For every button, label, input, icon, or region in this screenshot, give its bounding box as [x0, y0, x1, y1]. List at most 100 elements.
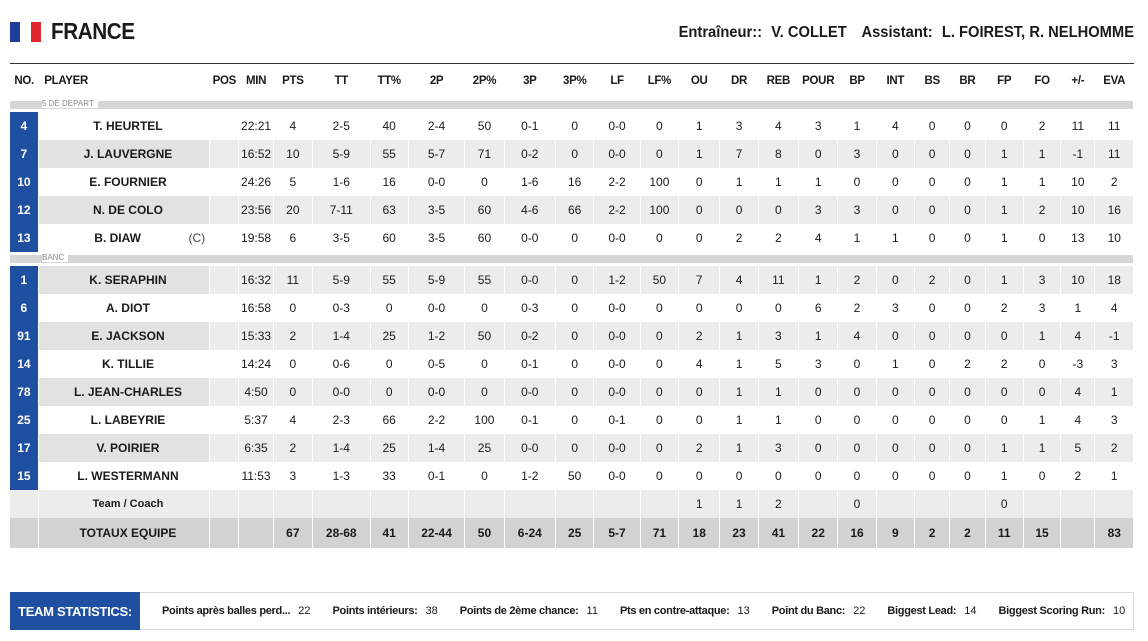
stat-cell: 0: [370, 349, 409, 378]
column-header[interactable]: OU: [678, 63, 720, 98]
player-name-cell[interactable]: T. HEURTEL: [38, 111, 211, 140]
column-header[interactable]: FO: [1023, 63, 1061, 98]
player-name[interactable]: J. LAUVERGNE: [83, 146, 173, 161]
player-name-cell[interactable]: E. JACKSON: [38, 321, 211, 350]
stat-cell: 0: [914, 349, 951, 378]
player-name-cell[interactable]: K. SERAPHIN: [38, 265, 211, 294]
column-header[interactable]: 3P%: [555, 63, 594, 98]
stat-cell: 10: [1060, 195, 1096, 224]
empty-cell: [238, 489, 274, 518]
player-row[interactable]: 78 L. JEAN-CHARLES 4:50 0 0-0 0 0-0 0 0-0 0 0-0 0 0 1…: [10, 377, 1134, 406]
column-header[interactable]: MIN: [238, 63, 274, 98]
column-header[interactable]: PTS: [273, 63, 313, 98]
empty-cell: [10, 489, 39, 518]
player-row[interactable]: 7 J. LAUVERGNE 16:52 10 5-9 55 5-7 71 0-2 0 0-0 0 1 7…: [10, 139, 1134, 168]
player-row[interactable]: 13 B. DIAW (C) 19:58 6 3-5 60 3-5 60 0-0 0 0-0 0 0 2 2 4…: [10, 223, 1134, 252]
player-row[interactable]: 17 V. POIRIER 6:35 2 1-4 25 1-4 25 0-0 0 0-0 0 2 1 3 0 0…: [10, 433, 1134, 462]
column-header[interactable]: BR: [949, 63, 986, 98]
column-header[interactable]: DR: [719, 63, 759, 98]
player-name[interactable]: N. DE COLO: [92, 202, 163, 217]
player-name[interactable]: L. LABEYRIE: [90, 412, 166, 427]
player-row[interactable]: 91 E. JACKSON 15:33 2 1-4 25 1-2 50 0-2 0 0-0 0 2 1 3 1…: [10, 321, 1134, 350]
player-row[interactable]: 15 L. WESTERMANN 11:53 3 1-3 33 0-1 0 1-2 50 0-0 0 0…: [10, 461, 1134, 490]
stat-cell: 2: [678, 433, 721, 462]
player-row[interactable]: 1 K. SERAPHIN 16:32 11 5-9 55 5-9 55 0-0 0 1-2 50 7 4…: [10, 265, 1134, 294]
stat-cell: 0: [273, 377, 314, 406]
player-name[interactable]: E. JACKSON: [91, 328, 165, 343]
player-row[interactable]: 25 L. LABEYRIE 5:37 4 2-3 66 2-2 100 0-1 0 0-1 0 0 1 1…: [10, 405, 1134, 434]
player-name-cell[interactable]: B. DIAW (C): [38, 223, 211, 252]
player-row[interactable]: 12 N. DE COLO 23:56 20 7-11 63 3-5 60 4-6 66 2-2 10…: [10, 195, 1134, 224]
player-row[interactable]: 14 K. TILLIE 14:24 0 0-6 0 0-5 0 0-1 0 0-0 0 4 1 5 3 0 1 0…: [10, 349, 1134, 378]
player-name[interactable]: L. JEAN-CHARLES: [73, 384, 182, 399]
stat-cell: 0: [678, 405, 721, 434]
stat-cell: 50: [464, 321, 505, 350]
column-header[interactable]: REB: [758, 63, 799, 98]
stat-cell: 5-9: [408, 265, 466, 294]
player-name-cell[interactable]: N. DE COLO: [38, 195, 211, 224]
stat-cell: 1: [678, 139, 721, 168]
player-name-cell[interactable]: L. JEAN-CHARLES: [38, 377, 211, 406]
player-name[interactable]: V. POIRIER: [96, 440, 160, 455]
player-name[interactable]: A. DIOT: [105, 300, 150, 315]
stat-cell: 0-0: [312, 377, 371, 406]
stat-cell: 50: [464, 111, 505, 140]
total-cell: 18: [678, 517, 721, 548]
column-header[interactable]: LF: [593, 63, 641, 98]
stat-cell: 1: [719, 433, 759, 462]
column-header[interactable]: 3P: [504, 63, 556, 98]
stat-cell: 4: [678, 349, 721, 378]
column-header[interactable]: POS: [209, 63, 239, 98]
player-name-cell[interactable]: K. TILLIE: [38, 349, 211, 378]
stat-cell: 0: [949, 167, 986, 196]
stat-cell: 2: [985, 293, 1024, 322]
stat-cell: 2: [758, 223, 800, 252]
stat-cell: 0: [464, 349, 505, 378]
total-cell: 22: [798, 517, 839, 548]
stat-cell: 10: [1060, 265, 1096, 294]
stat-cell: 4: [1060, 377, 1096, 406]
stat-cell: 2-2: [408, 405, 466, 434]
column-header[interactable]: EVA: [1094, 63, 1134, 98]
player-name[interactable]: L. WESTERMANN: [77, 468, 179, 483]
stat-cell: 3: [758, 321, 800, 350]
player-name-cell[interactable]: J. LAUVERGNE: [38, 139, 211, 168]
player-name-cell[interactable]: L. WESTERMANN: [38, 461, 211, 490]
column-header[interactable]: 2P: [408, 63, 465, 98]
column-header[interactable]: POUR: [798, 63, 838, 98]
player-name[interactable]: K. TILLIE: [101, 356, 154, 371]
player-row[interactable]: 4 T. HEURTEL 22:21 4 2-5 40 2-4 50 0-1 0 0-0 0 1 3 4 3 1…: [10, 111, 1134, 140]
column-header[interactable]: LF%: [640, 63, 679, 98]
stat-cell: 1: [1023, 405, 1062, 434]
player-name-cell[interactable]: E. FOURNIER: [38, 167, 211, 196]
column-header[interactable]: TT: [312, 63, 370, 98]
player-row[interactable]: 6 A. DIOT 16:58 0 0-3 0 0-0 0 0-3 0 0-0 0 0 0 0 6 2 3 0 0 2 3…: [10, 293, 1134, 322]
stat-cell: 0: [876, 139, 915, 168]
player-name[interactable]: E. FOURNIER: [89, 174, 167, 189]
column-header[interactable]: PLAYER: [38, 63, 210, 98]
column-header[interactable]: 2P%: [464, 63, 505, 98]
stat-cell: 0: [985, 377, 1024, 406]
stat-cell: 0: [837, 349, 877, 378]
player-name[interactable]: K. SERAPHIN: [89, 272, 167, 287]
player-min: 22:21: [238, 111, 274, 140]
player-name-cell[interactable]: L. LABEYRIE: [38, 405, 211, 434]
player-name[interactable]: B. DIAW: [94, 230, 141, 245]
player-row[interactable]: 10 E. FOURNIER 24:26 5 1-6 16 0-0 0 1-6 16 2-2 100 0…: [10, 167, 1134, 196]
column-header[interactable]: BP: [837, 63, 877, 98]
player-name-cell[interactable]: V. POIRIER: [38, 433, 211, 462]
player-name[interactable]: T. HEURTEL: [93, 118, 163, 133]
column-header[interactable]: BS: [914, 63, 950, 98]
column-header[interactable]: FP: [985, 63, 1024, 98]
player-name-cell[interactable]: A. DIOT: [38, 293, 211, 322]
column-header[interactable]: NO.: [10, 63, 39, 98]
stat-cell: 55: [370, 265, 409, 294]
stat-cell: 66: [370, 405, 409, 434]
stat-cell: 63: [370, 195, 409, 224]
stat-cell: 0-0: [593, 433, 641, 462]
column-header[interactable]: +/-: [1060, 63, 1095, 98]
team-coach-row: Team / Coach 1 1 2 0 0: [10, 489, 1134, 518]
column-header[interactable]: INT: [876, 63, 915, 98]
stat-cell: 0-0: [504, 433, 557, 462]
column-header[interactable]: TT%: [370, 63, 409, 98]
